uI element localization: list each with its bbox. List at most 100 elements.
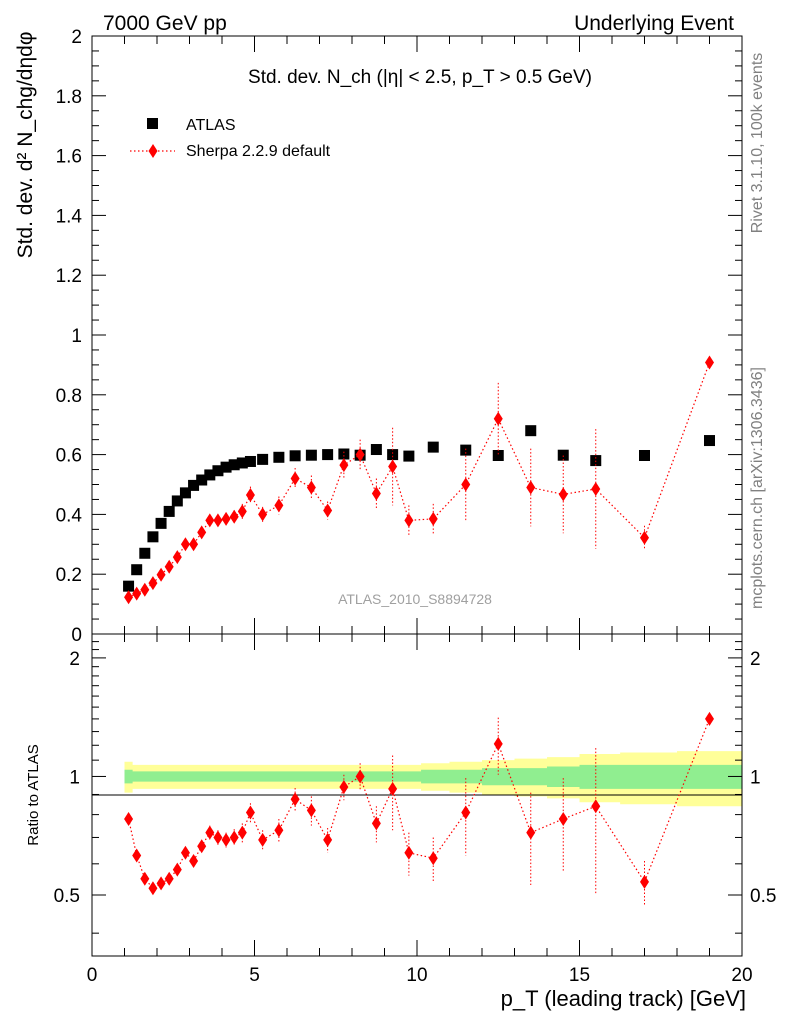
ratio-point	[705, 711, 714, 726]
main-ytick-label: 0.8	[56, 386, 82, 407]
ratio-point	[221, 832, 231, 847]
atlas-point	[305, 449, 317, 461]
sherpa-line	[128, 362, 711, 598]
ratio-point	[180, 845, 190, 860]
sherpa-point	[274, 498, 284, 513]
ratio-point	[388, 781, 398, 796]
watermark-label: ATLAS_2010_S8894728	[338, 591, 492, 607]
ratio-point	[428, 851, 438, 866]
atlas-point	[639, 449, 650, 461]
atlas-point	[370, 444, 382, 456]
sherpa-point	[640, 530, 649, 545]
ratio-point	[245, 805, 255, 820]
sherpa-point	[124, 590, 134, 605]
ratio-point	[189, 853, 199, 868]
ratio-point	[558, 811, 568, 826]
sherpa-point	[339, 458, 349, 473]
xtick-label: 15	[569, 965, 590, 986]
main-ytick-label: 0	[71, 625, 82, 646]
sherpa-point	[197, 525, 207, 540]
main-ytick-label: 1.4	[56, 206, 83, 227]
ratio-ylabel: Ratio to ATLAS	[25, 744, 42, 845]
sherpa-point	[371, 486, 381, 501]
ratio-ytick-label-right: 2	[750, 649, 761, 670]
atlas-point	[179, 487, 191, 499]
ratio-point	[306, 803, 316, 818]
atlas-point	[289, 450, 301, 462]
ratio-point	[461, 805, 471, 820]
atlas-point	[188, 479, 200, 491]
ratio-point	[290, 792, 300, 807]
ratio-point	[132, 848, 142, 863]
ratio-point	[140, 871, 150, 886]
ratio-point	[493, 736, 503, 751]
atlas-point	[403, 450, 415, 462]
ratio-point	[258, 832, 268, 847]
ratio-point	[229, 830, 239, 845]
atlas-point	[244, 455, 256, 467]
sherpa-point	[213, 513, 223, 528]
atlas-point	[590, 455, 602, 467]
sherpa-point	[132, 586, 142, 601]
atlas-point	[163, 505, 175, 517]
sherpa-point	[355, 447, 365, 462]
sherpa-point	[558, 487, 568, 502]
ratio-point	[237, 825, 247, 840]
main-ytick-label: 1.8	[56, 87, 82, 108]
sherpa-point	[493, 411, 503, 426]
legend-atlas-label: ATLAS	[186, 117, 236, 134]
xtick-label: 10	[406, 965, 427, 986]
atlas-point	[322, 449, 334, 461]
atlas-point	[204, 469, 216, 481]
atlas-point	[525, 425, 537, 437]
sherpa-point	[388, 459, 398, 474]
ratio-ytick-label-right: 1	[750, 767, 761, 788]
sherpa-point	[290, 471, 300, 486]
ratio-ytick-label: 1	[69, 767, 80, 788]
atlas-point	[171, 495, 183, 507]
ratio-point	[323, 832, 333, 847]
ratio-point	[404, 845, 414, 860]
sherpa-point	[229, 509, 239, 524]
ratio-point	[355, 769, 365, 784]
sherpa-point	[526, 480, 536, 495]
sherpa-point	[221, 511, 231, 526]
ratio-point	[213, 830, 223, 845]
side-mcplots-label: mcplots.cern.ch [arXiv:1306.3436]	[749, 367, 766, 609]
atlas-point	[212, 465, 224, 477]
atlas-point	[492, 449, 504, 461]
sherpa-point	[705, 355, 714, 370]
atlas-point	[155, 517, 167, 529]
ratio-point	[148, 881, 158, 896]
ratio-panel: 0.5 0.51 12 20 5 10 15 20 Ratio to ATLAS p_T (l…	[25, 633, 776, 1011]
sherpa-point	[404, 513, 414, 528]
atlas-point	[257, 453, 269, 465]
atlas-point	[273, 451, 285, 463]
ratio-point	[124, 811, 134, 826]
main-ytick-label: 0.4	[56, 505, 83, 526]
ratio-point	[205, 825, 215, 840]
xaxis-label: p_T (leading track) [GeV]	[501, 986, 746, 1011]
legend-atlas-marker	[147, 118, 158, 129]
sherpa-point	[306, 480, 316, 495]
main-ytick-label: 2	[71, 27, 82, 48]
sherpa-point	[172, 550, 182, 565]
sherpa-point	[245, 487, 255, 502]
sherpa-point	[591, 481, 601, 496]
ratio-ytick-label: 0.5	[54, 886, 80, 907]
main-ytick-label: 1.2	[56, 266, 82, 287]
atlas-point	[196, 474, 208, 486]
legend-sherpa-marker	[148, 144, 158, 158]
ratio-point	[339, 780, 349, 795]
ratio-point	[640, 874, 649, 889]
sherpa-point	[428, 511, 438, 526]
main-panel: 0 0.2 0.4 0.6 0.8 1 1.2 1.4 1.6 1.8 2 Std. dev. N_…	[14, 27, 743, 646]
sherpa-point	[258, 507, 268, 522]
main-ylabel: Std. dev. d² N_chg/dηdφ	[14, 32, 37, 259]
header-left-label: 7000 GeV pp	[103, 12, 227, 35]
main-ytick-label: 1	[71, 326, 82, 347]
sherpa-point	[205, 513, 215, 528]
ratio-point	[164, 871, 174, 886]
sherpa-point	[156, 567, 166, 582]
